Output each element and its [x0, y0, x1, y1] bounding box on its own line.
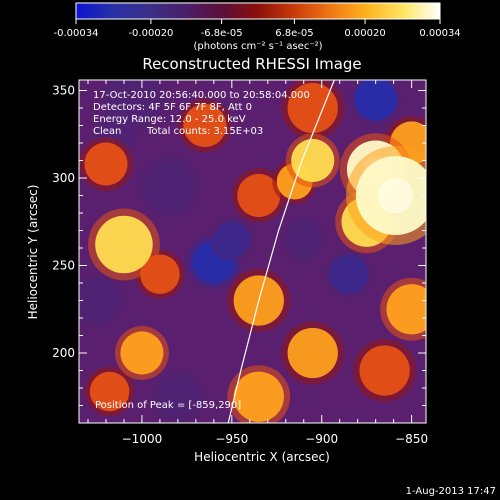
colorbar-tick-label: -0.00034: [54, 28, 99, 39]
heatmap-blob: [143, 161, 195, 212]
annotation-detectors: Detectors: 4F 5F 6F 7F 8F, Att 0: [93, 102, 252, 113]
y-tick-label: 250: [52, 259, 75, 273]
colorbar-tick-label: 6.8e-05: [275, 28, 313, 39]
heatmap-blob: [237, 173, 281, 218]
colorbar-ticks: -0.00034 -0.00020 -6.8e-05 6.8e-05 0.00020 0.…: [54, 19, 461, 39]
y-axis-label: Heliocentric Y (arcsec): [26, 185, 40, 320]
heatmap-blob: [84, 142, 128, 186]
colorbar-tick-label: -6.8e-05: [201, 28, 243, 39]
heatmap-blob: [213, 221, 250, 258]
heatmap-blob: [328, 254, 369, 295]
annotation-algorithm: Clean: [93, 126, 121, 137]
heatmap-blob: [89, 371, 130, 412]
x-tick-label: −950: [215, 432, 248, 446]
colorbar-tick-label: 0.00034: [419, 28, 460, 39]
x-tick-label: −850: [395, 432, 428, 446]
y-tick-label: 300: [52, 171, 75, 185]
plot-frame: [78, 79, 427, 424]
colorbar-tick-label: -0.00020: [128, 28, 173, 39]
heatmap-blob: [233, 371, 284, 422]
heatmap-blobs: [79, 80, 426, 423]
heatmap-blob: [156, 375, 200, 419]
y-tick-label: 200: [52, 346, 75, 360]
heatmap-blob: [120, 331, 164, 375]
heatmap-blob-core: [377, 177, 414, 214]
heatmap-blob: [359, 345, 410, 396]
heatmap-blob: [287, 327, 338, 379]
footer-timestamp: 1-Aug-2013 17:47: [406, 486, 496, 497]
heatmap-blob: [285, 221, 322, 258]
annotation-energy-range: Energy Range: 12.0 - 25.0 keV: [93, 114, 246, 125]
solar-limb-line: [227, 80, 335, 423]
heatmap-blob: [287, 82, 338, 134]
heatmap-blob: [183, 103, 227, 148]
heatmap-blob: [354, 80, 398, 121]
heatmap-blob: [95, 215, 153, 274]
chart-title: Reconstructed RHESSI Image: [142, 55, 361, 73]
colorbar-tick-label: 0.00020: [344, 28, 385, 39]
x-tick-label: −900: [305, 432, 338, 446]
annotation-total-counts: Total counts: 3.15E+03: [146, 126, 263, 137]
colorbar-unit-label: (photons cm⁻² s⁻¹ asec⁻²): [193, 41, 322, 52]
heatmap-blob: [386, 284, 426, 335]
colorbar: [75, 2, 441, 20]
heatmap-blob: [79, 278, 119, 323]
x-tick-label: −1000: [122, 432, 163, 446]
y-tick-label: 350: [52, 84, 75, 98]
heatmap-area: [79, 80, 426, 423]
heatmap-blob: [291, 138, 335, 183]
annotation-time-range: 17-Oct-2010 20:56:40.000 to 20:58:04.000: [93, 90, 310, 101]
axes: −1000 −950 −900 −850 200 250 300 350: [52, 80, 428, 446]
annotation-peak-position: Position of Peak = [-859,290]: [95, 400, 241, 411]
x-axis-label: Heliocentric X (arcsec): [194, 450, 330, 464]
